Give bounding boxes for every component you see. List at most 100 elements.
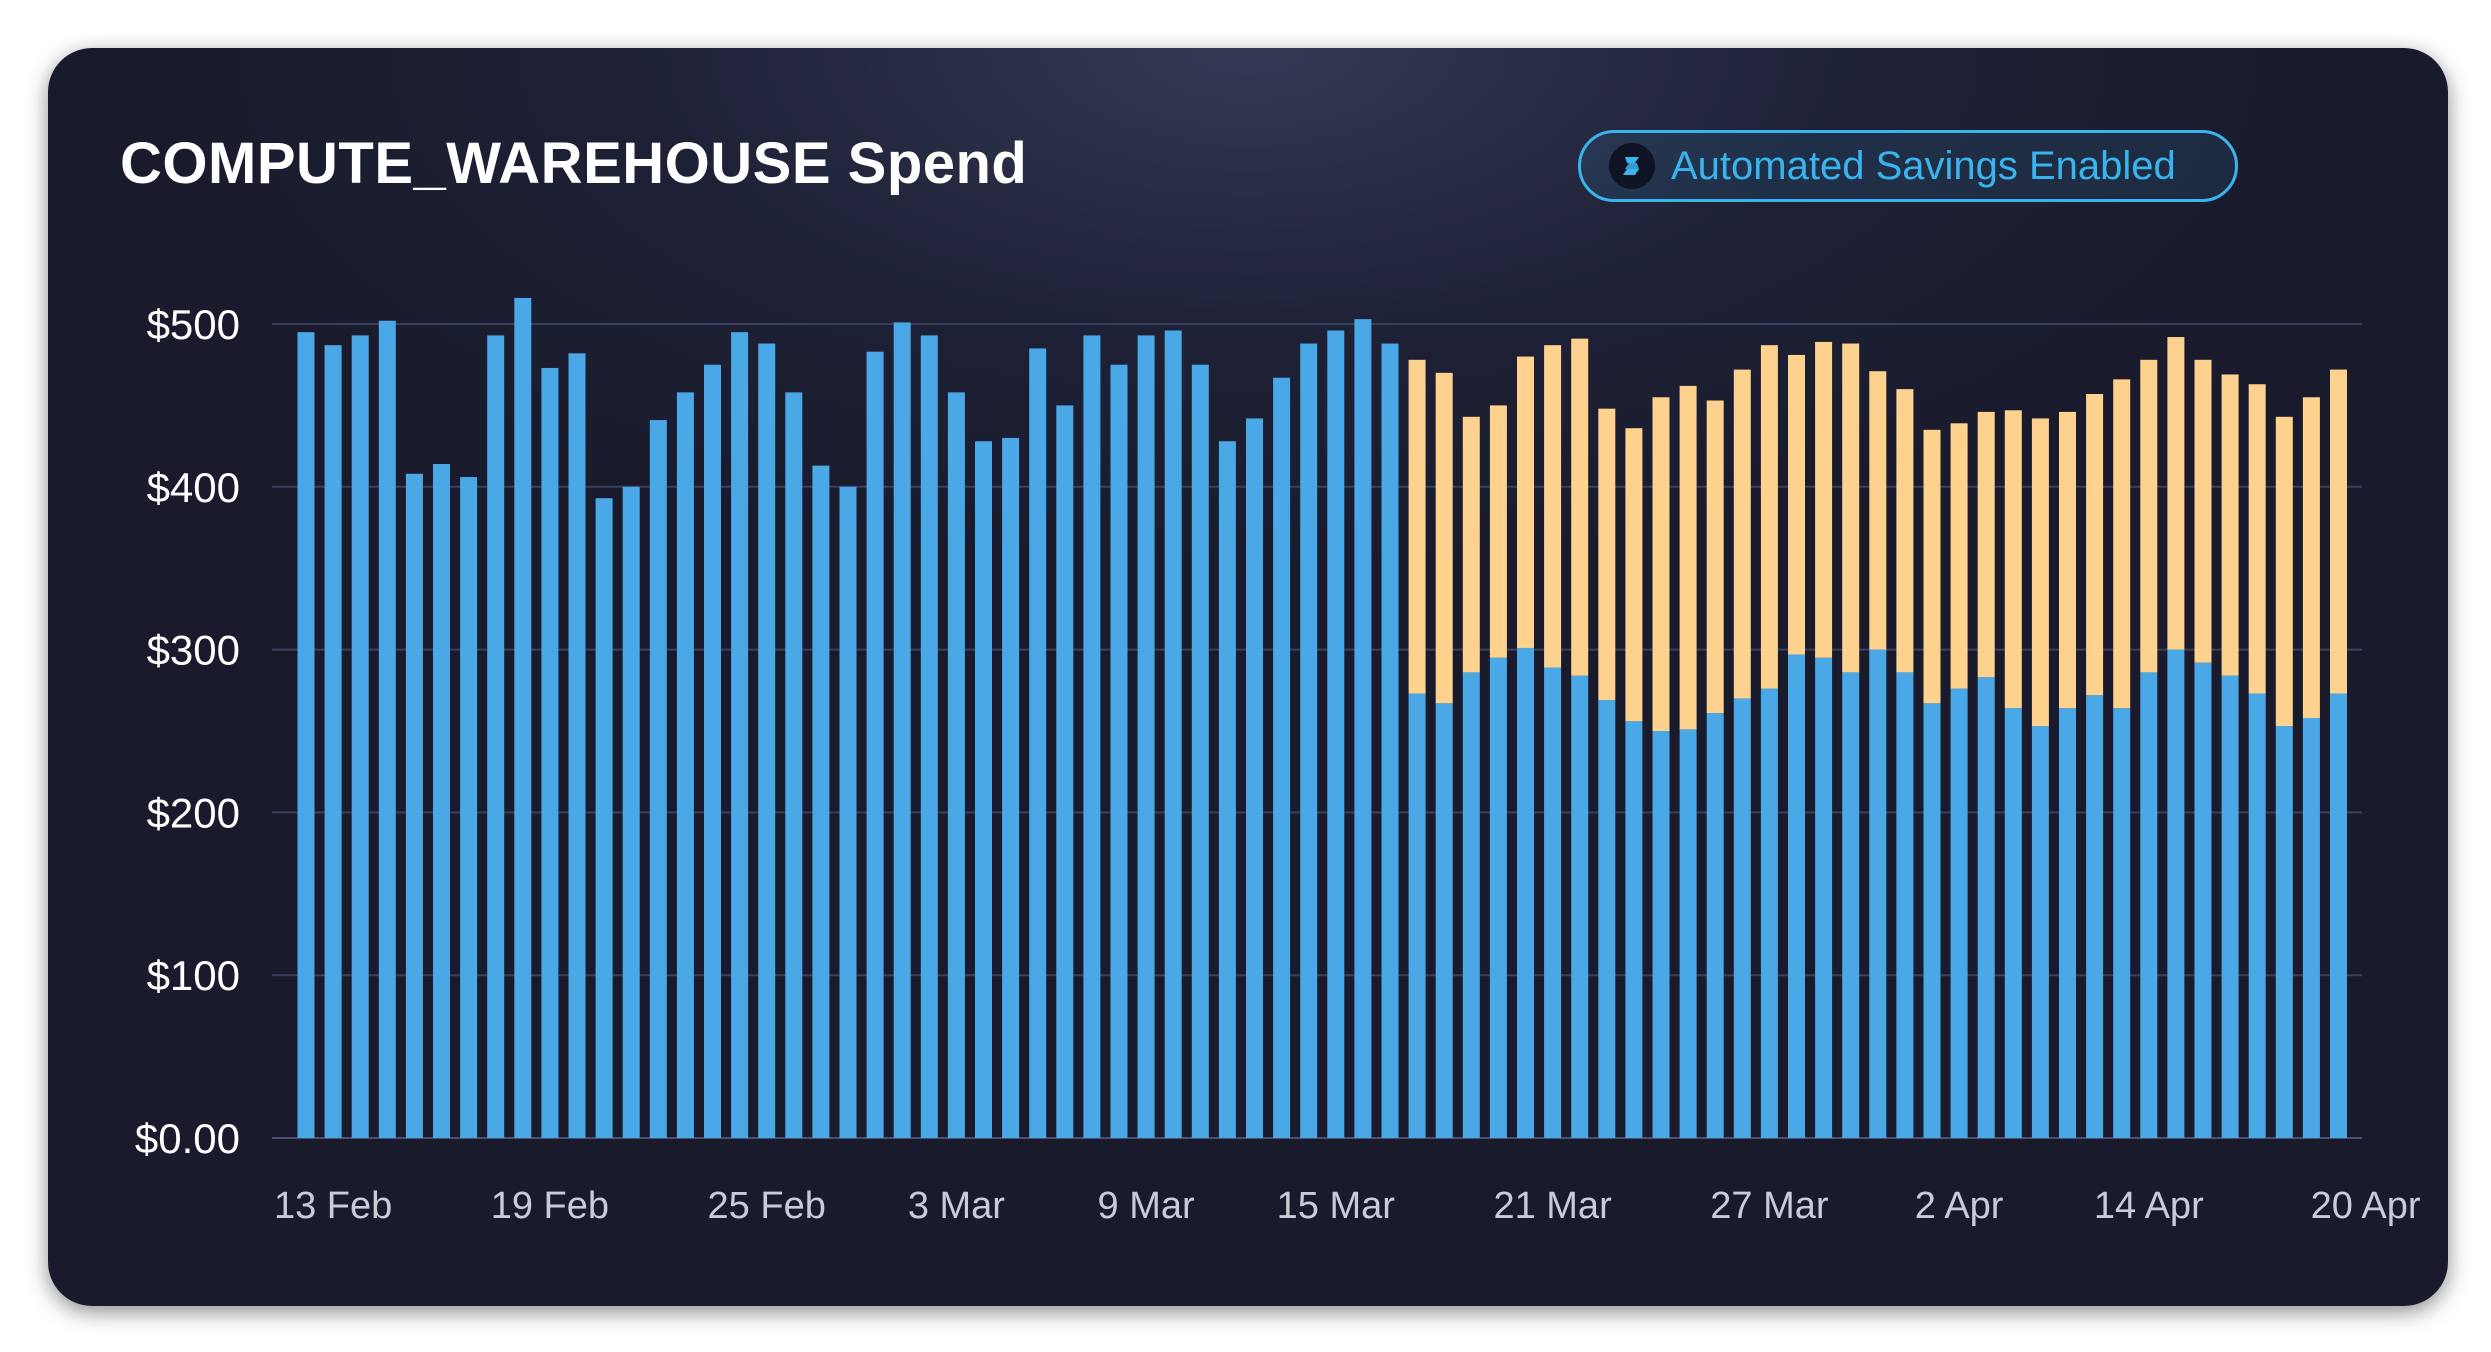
- bar-base[interactable]: [1408, 693, 1426, 1138]
- bar-savings[interactable]: [1517, 356, 1534, 648]
- bar-base[interactable]: [893, 322, 911, 1138]
- bar-base[interactable]: [1273, 377, 1291, 1138]
- bar-savings[interactable]: [2194, 359, 2212, 663]
- bar-base[interactable]: [1354, 319, 1372, 1139]
- bar-base[interactable]: [676, 392, 694, 1139]
- bar-savings[interactable]: [2140, 359, 2158, 673]
- bar-base[interactable]: [351, 335, 369, 1138]
- bar-savings[interactable]: [1571, 338, 1589, 676]
- bar-base[interactable]: [433, 464, 450, 1138]
- bar-base[interactable]: [1517, 647, 1534, 1138]
- bar-savings[interactable]: [1625, 428, 1643, 722]
- bar-base[interactable]: [2194, 662, 2212, 1138]
- bar-base[interactable]: [1435, 703, 1453, 1138]
- bar-base[interactable]: [1950, 688, 1968, 1138]
- bar-base[interactable]: [1381, 343, 1399, 1138]
- bar-base[interactable]: [2031, 726, 2049, 1138]
- bar-base[interactable]: [1544, 667, 1562, 1138]
- bar-base[interactable]: [622, 486, 640, 1138]
- bar-base[interactable]: [704, 364, 721, 1138]
- bar-savings[interactable]: [2059, 411, 2076, 709]
- bar-savings[interactable]: [1706, 400, 1724, 714]
- bar-savings[interactable]: [1788, 354, 1805, 655]
- bar-savings[interactable]: [1896, 389, 1914, 673]
- bar-savings[interactable]: [1652, 397, 1670, 731]
- bar-savings[interactable]: [2004, 410, 2022, 709]
- bar-base[interactable]: [731, 332, 749, 1138]
- automated-savings-badge[interactable]: Automated Savings Enabled: [1578, 130, 2238, 202]
- bar-base[interactable]: [1869, 649, 1887, 1138]
- bar-savings[interactable]: [1923, 429, 1941, 704]
- bar-base[interactable]: [460, 477, 478, 1139]
- bar-base[interactable]: [1652, 731, 1670, 1138]
- bar-base[interactable]: [1327, 330, 1345, 1139]
- bar-savings[interactable]: [1977, 411, 1995, 678]
- bar-base[interactable]: [1246, 418, 1263, 1138]
- bar-savings[interactable]: [1950, 423, 1968, 689]
- bar-base[interactable]: [649, 420, 667, 1138]
- bar-base[interactable]: [1598, 700, 1616, 1138]
- bar-savings[interactable]: [2031, 418, 2049, 727]
- bar-base[interactable]: [1788, 654, 1805, 1138]
- bar-savings[interactable]: [1733, 369, 1751, 699]
- bar-base[interactable]: [378, 320, 396, 1138]
- bar-savings[interactable]: [1842, 343, 1860, 673]
- bar-base[interactable]: [2113, 708, 2131, 1138]
- bar-savings[interactable]: [1679, 385, 1697, 730]
- bar-base[interactable]: [1815, 657, 1833, 1138]
- bar-base[interactable]: [2302, 717, 2320, 1138]
- bar-base[interactable]: [2221, 675, 2239, 1138]
- bar-base[interactable]: [2004, 708, 2022, 1138]
- bar-base[interactable]: [1110, 364, 1128, 1138]
- bar-base[interactable]: [1625, 721, 1643, 1138]
- bar-base[interactable]: [2140, 672, 2158, 1138]
- bar-base[interactable]: [1300, 343, 1318, 1138]
- bar-base[interactable]: [1164, 330, 1182, 1139]
- bar-savings[interactable]: [2167, 337, 2185, 650]
- bar-base[interactable]: [1571, 675, 1589, 1138]
- bar-savings[interactable]: [1869, 371, 1887, 650]
- bar-savings[interactable]: [2113, 379, 2131, 709]
- bar-base[interactable]: [514, 297, 532, 1138]
- bar-base[interactable]: [920, 335, 938, 1138]
- bar-savings[interactable]: [1489, 405, 1507, 658]
- bar-base[interactable]: [1137, 335, 1155, 1138]
- bar-base[interactable]: [1760, 688, 1778, 1138]
- bar-base[interactable]: [568, 353, 586, 1139]
- bar-base[interactable]: [1462, 672, 1480, 1138]
- bar-savings[interactable]: [2330, 369, 2347, 694]
- bar-savings[interactable]: [2302, 397, 2320, 718]
- bar-base[interactable]: [405, 473, 423, 1138]
- bar-base[interactable]: [785, 392, 803, 1139]
- bar-base[interactable]: [324, 345, 342, 1138]
- bar-base[interactable]: [947, 392, 965, 1139]
- bar-base[interactable]: [297, 332, 315, 1138]
- bar-savings[interactable]: [2086, 394, 2104, 696]
- bar-base[interactable]: [2167, 649, 2185, 1138]
- bar-base[interactable]: [866, 351, 884, 1138]
- bar-base[interactable]: [1977, 677, 1995, 1138]
- bar-base[interactable]: [839, 486, 857, 1138]
- bar-savings[interactable]: [1598, 408, 1616, 701]
- bar-savings[interactable]: [1435, 372, 1453, 704]
- bar-base[interactable]: [1489, 657, 1507, 1138]
- bar-savings[interactable]: [2275, 416, 2293, 727]
- bar-base[interactable]: [487, 335, 505, 1138]
- bar-base[interactable]: [2059, 708, 2076, 1138]
- bar-base[interactable]: [2248, 693, 2266, 1138]
- bar-savings[interactable]: [1815, 341, 1833, 658]
- bar-base[interactable]: [2330, 693, 2347, 1138]
- bar-base[interactable]: [758, 343, 776, 1138]
- bar-base[interactable]: [1896, 672, 1914, 1138]
- bar-savings[interactable]: [1544, 345, 1562, 668]
- bar-base[interactable]: [1191, 364, 1209, 1138]
- bar-base[interactable]: [2086, 695, 2104, 1138]
- bar-base[interactable]: [1923, 703, 1941, 1138]
- bar-base[interactable]: [2275, 726, 2293, 1138]
- bar-base[interactable]: [541, 367, 559, 1138]
- bar-base[interactable]: [1083, 335, 1101, 1138]
- bar-savings[interactable]: [1760, 345, 1778, 689]
- bar-savings[interactable]: [1462, 416, 1480, 673]
- bar-base[interactable]: [1056, 405, 1074, 1138]
- bar-base[interactable]: [1218, 441, 1236, 1138]
